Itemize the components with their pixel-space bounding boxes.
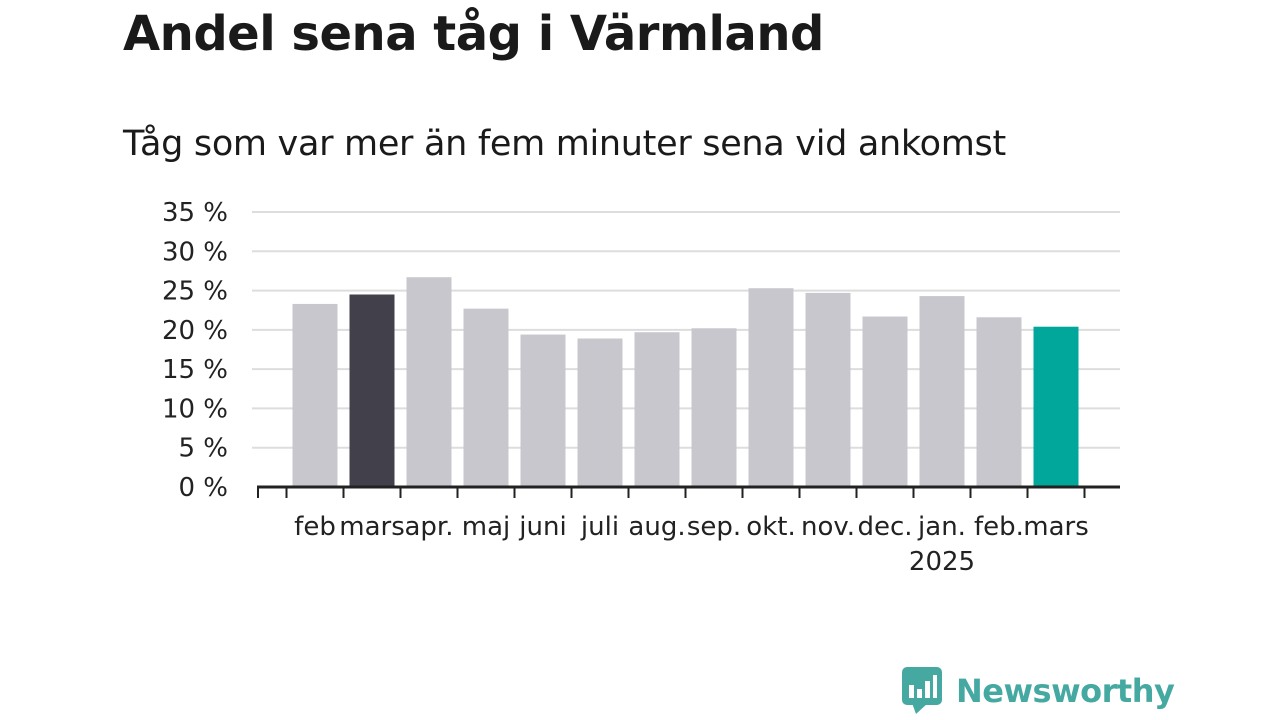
bar	[406, 277, 452, 487]
y-tick-label: 5 %	[178, 434, 228, 464]
chart-title: Andel sena tåg i Värmland	[123, 6, 824, 62]
newsworthy-brand: Newsworthy	[902, 667, 1175, 714]
x-tick-label: aug.	[628, 512, 685, 542]
x-tick-label: sep.	[687, 512, 741, 542]
bar	[463, 308, 509, 487]
bar	[634, 332, 680, 487]
bar-chart: 0 %5 %10 %15 %20 %25 %30 %35 %feb mars apr…	[162, 198, 1120, 577]
bar	[691, 328, 737, 487]
x-tick-label: mars	[339, 512, 405, 542]
y-tick-label: 25 %	[162, 277, 228, 307]
x-tick-label: feb.	[974, 512, 1024, 542]
y-tick-label: 30 %	[162, 237, 228, 267]
y-tick-label: 15 %	[162, 355, 228, 385]
bar	[349, 294, 395, 487]
bar	[577, 338, 623, 487]
brand-name: Newsworthy	[956, 672, 1175, 710]
chart-subtitle: Tåg som var mer än fem minuter sena vid …	[123, 124, 1006, 164]
x-tick-label: mars	[1023, 512, 1089, 542]
bar	[1033, 326, 1079, 487]
y-tick-label: 0 %	[178, 473, 228, 503]
newsworthy-logo-icon	[902, 667, 942, 714]
bar	[976, 317, 1022, 487]
y-tick-label: 35 %	[162, 198, 228, 228]
bar	[520, 334, 566, 487]
bar	[292, 303, 338, 487]
x-tick-label: juni	[518, 512, 566, 542]
bar	[862, 316, 908, 487]
bar	[919, 296, 965, 487]
x-tick-label: maj	[462, 512, 510, 542]
x-tick-label: jan.	[917, 512, 966, 542]
y-tick-label: 10 %	[162, 394, 228, 424]
x-tick-label: dec.	[857, 512, 912, 542]
x-tick-label: apr.	[404, 512, 453, 542]
x-tick-label: feb	[294, 512, 336, 542]
x-year-label: 2025	[909, 547, 975, 577]
x-tick-label: okt.	[746, 512, 795, 542]
x-tick-label: juli	[580, 512, 619, 542]
bar	[805, 292, 851, 487]
x-tick-label: nov.	[801, 512, 855, 542]
y-tick-label: 20 %	[162, 316, 228, 346]
bar	[748, 288, 794, 487]
